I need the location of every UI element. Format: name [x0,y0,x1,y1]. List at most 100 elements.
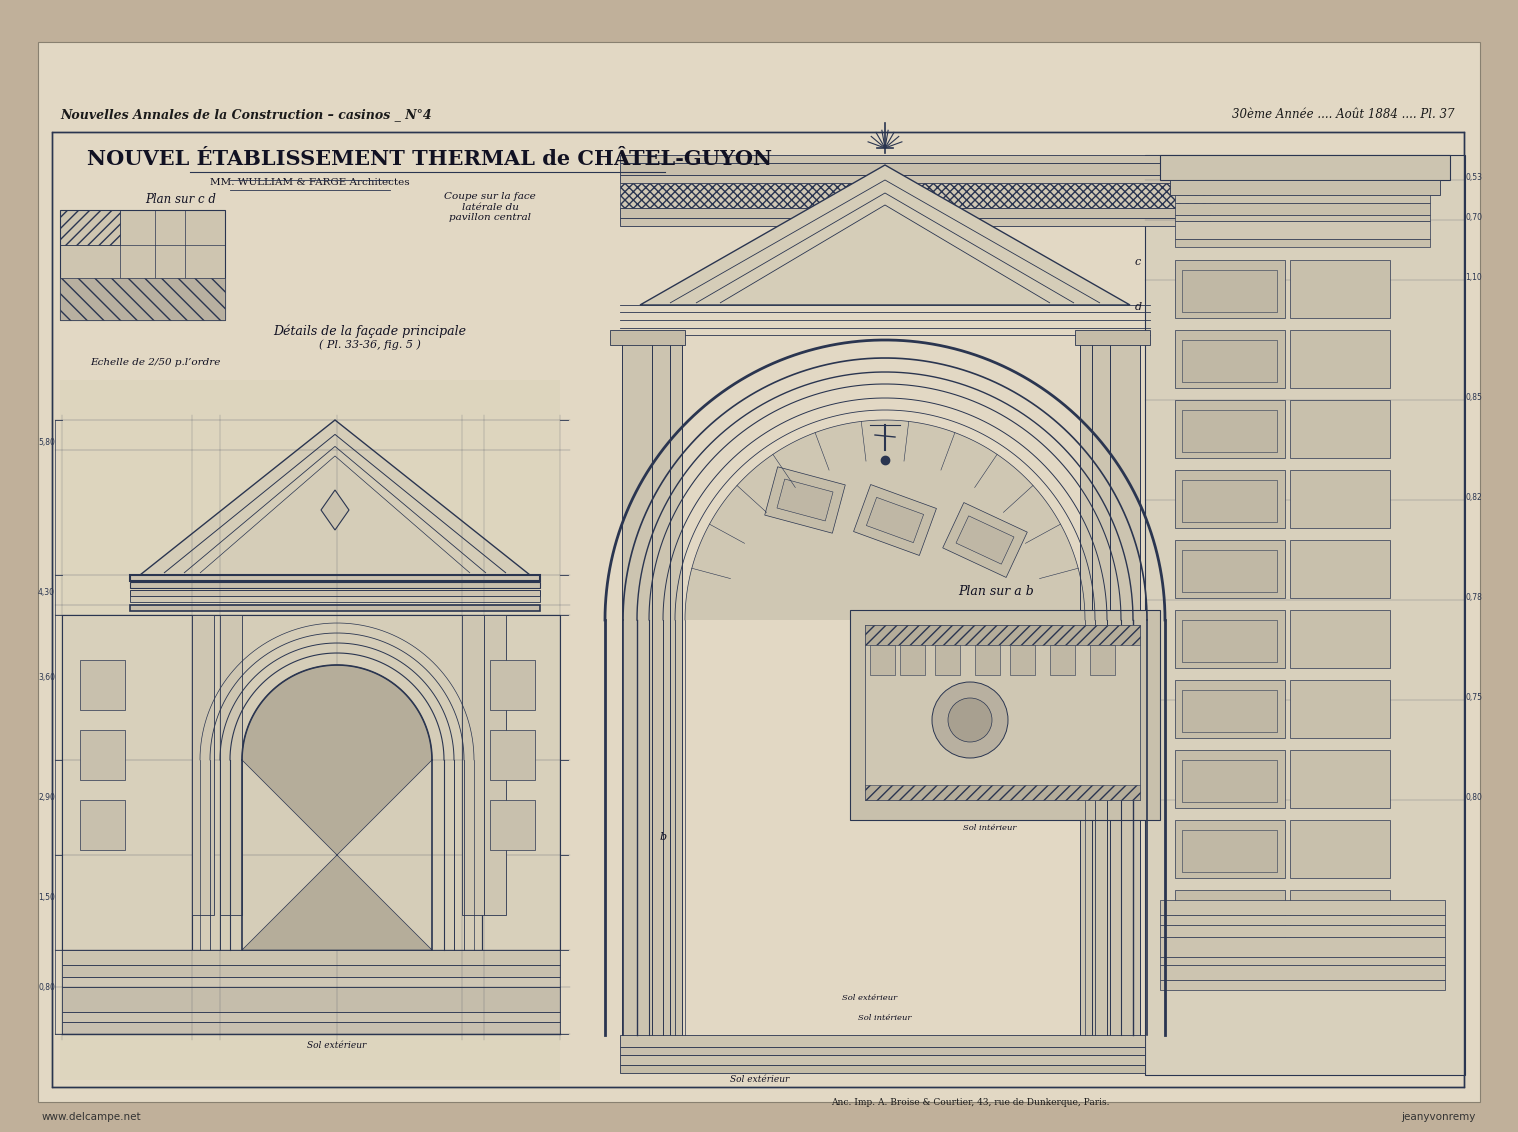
Bar [1175,820,1286,878]
Bar [1183,620,1277,662]
Bar [1175,260,1286,318]
Bar [62,987,560,1012]
Text: b: b [660,832,666,842]
Polygon shape [685,420,1085,620]
Bar [622,340,653,1040]
Bar [867,497,923,542]
Bar [619,208,1210,218]
Bar [1175,540,1286,598]
Bar [1290,751,1390,808]
Bar [1183,760,1277,801]
Bar [765,466,846,533]
Bar [619,183,1210,208]
Bar [1290,260,1390,318]
Text: 0,80: 0,80 [1465,794,1482,801]
Bar [777,479,833,521]
Bar [1183,480,1277,522]
Bar [1170,180,1441,195]
Text: 0,75: 0,75 [1465,693,1482,702]
Polygon shape [241,664,433,950]
Bar [131,590,540,597]
Text: 5,80: 5,80 [38,438,55,447]
Bar [865,625,1140,800]
Text: Echelle de 2/50 p.l’ordre: Echelle de 2/50 p.l’ordre [90,358,220,367]
Text: Anc. Imp. A. Broise & Courtier, 43, rue de Dunkerque, Paris.: Anc. Imp. A. Broise & Courtier, 43, rue … [830,1098,1110,1107]
Text: 2,90: 2,90 [38,794,55,801]
Bar [1290,470,1390,528]
Bar [653,340,669,1040]
Text: 4,30: 4,30 [38,588,55,597]
Text: Nouvelles Annales de la Construction – casinos _ N°4: Nouvelles Annales de la Construction – c… [61,108,431,121]
Text: Sol intérieur: Sol intérieur [858,1014,912,1022]
Bar [80,730,124,780]
Bar [1175,890,1286,947]
Bar [975,645,1000,675]
Bar [1290,400,1390,458]
Bar [1290,890,1390,947]
Bar [870,645,896,675]
Bar [900,645,924,675]
Text: c: c [1135,257,1142,267]
Text: 1,50: 1,50 [38,893,55,902]
Bar [1160,957,1445,964]
Bar [850,610,1160,820]
Text: 30ème Année .... Août 1884 .... Pl. 37: 30ème Année .... Août 1884 .... Pl. 37 [1233,108,1454,121]
Bar [1160,980,1445,990]
Bar [1075,331,1151,345]
Bar [853,484,937,556]
Bar [1290,820,1390,878]
Bar [1160,937,1445,957]
Bar [943,503,1028,577]
Bar [865,784,1140,800]
Bar [1145,155,1465,1075]
Bar [1090,645,1116,675]
Polygon shape [140,420,530,575]
Bar [490,800,534,850]
Bar [1160,900,1445,915]
Bar [131,575,540,581]
Text: 0,78: 0,78 [1465,593,1482,602]
Bar [80,660,124,710]
Bar [1175,400,1286,458]
Bar [1183,550,1277,592]
Text: NOUVEL ÉTABLISSEMENT THERMAL de CHÂTEL-GUYON: NOUVEL ÉTABLISSEMENT THERMAL de CHÂTEL-G… [88,149,773,169]
Bar [191,615,214,915]
Bar [619,218,1210,226]
Bar [1175,221,1430,239]
Text: Coupe sur la face
latérale du
pavillon central: Coupe sur la face latérale du pavillon c… [445,192,536,222]
Bar [619,155,1210,163]
Bar [484,615,505,915]
Bar [62,1022,560,1034]
Bar [1183,830,1277,872]
Text: Détails de la façade principale: Détails de la façade principale [273,325,466,338]
Bar [490,730,534,780]
Text: 0,80: 0,80 [38,983,55,992]
Polygon shape [641,165,1129,305]
Bar [619,175,1210,183]
Bar [1079,340,1091,1040]
Text: 0,82: 0,82 [1465,494,1482,501]
Bar [80,800,124,850]
Bar [1110,340,1140,1040]
Bar [1091,340,1110,1040]
Bar [131,597,540,602]
Bar [1160,915,1445,925]
Bar [52,132,1463,1087]
Bar [865,625,1140,645]
Text: 0,85: 0,85 [1465,393,1482,402]
Text: Sol intérieur: Sol intérieur [964,824,1017,832]
Bar [1160,925,1445,937]
Bar [61,211,120,245]
Text: www.delcampe.net: www.delcampe.net [43,1112,141,1122]
Text: ( Pl. 33-36, fig. 5 ): ( Pl. 33-36, fig. 5 ) [319,340,420,350]
Text: Plan sur a b: Plan sur a b [958,585,1034,598]
Text: 0,70: 0,70 [1465,213,1482,222]
Bar [461,615,484,915]
Bar [619,163,1210,175]
Bar [1175,610,1286,668]
Bar [220,615,241,915]
Bar [619,1065,1145,1073]
Bar [1175,680,1286,738]
Bar [1183,340,1277,381]
Bar [956,516,1014,564]
